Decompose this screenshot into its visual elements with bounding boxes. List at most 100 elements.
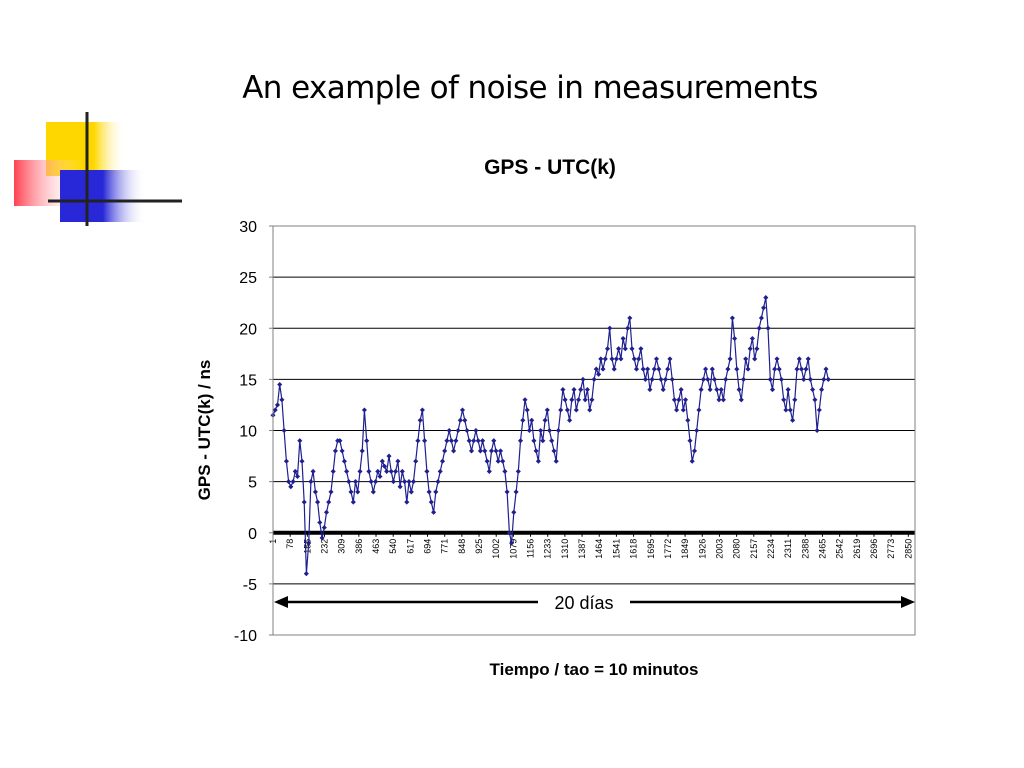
data-point xyxy=(593,366,599,372)
data-point xyxy=(618,356,624,362)
data-point xyxy=(540,438,546,444)
data-point xyxy=(453,438,459,444)
data-point xyxy=(691,448,698,454)
data-point xyxy=(745,366,751,372)
data-point xyxy=(504,489,510,495)
data-point xyxy=(312,489,318,495)
y-tick-label: 5 xyxy=(248,475,257,492)
data-point xyxy=(442,448,448,454)
data-point xyxy=(406,479,412,485)
data-point xyxy=(500,458,506,464)
data-point xyxy=(522,397,528,403)
data-point xyxy=(564,407,570,413)
x-tick-label: 386 xyxy=(354,539,364,554)
chart-title: GPS - UTC(k) xyxy=(484,156,616,179)
x-tick-label: 1541 xyxy=(611,539,621,559)
data-point xyxy=(502,468,508,474)
data-point xyxy=(682,397,689,403)
data-point xyxy=(732,335,738,342)
data-point xyxy=(288,484,294,490)
data-point xyxy=(560,387,566,393)
data-point xyxy=(569,397,575,403)
data-point xyxy=(538,427,544,434)
data-point xyxy=(611,366,617,372)
data-point xyxy=(604,346,611,352)
data-point xyxy=(763,295,769,301)
data-point xyxy=(404,499,410,505)
data-point xyxy=(428,499,434,505)
data-point xyxy=(368,479,374,485)
plot-area-frame xyxy=(272,225,916,636)
data-point xyxy=(772,366,778,372)
data-point xyxy=(575,397,582,403)
x-tick-label: 2157 xyxy=(749,539,759,559)
data-point xyxy=(600,366,606,372)
data-point xyxy=(471,438,477,444)
data-point xyxy=(350,499,356,505)
data-point xyxy=(812,397,818,403)
x-tick-label: 2542 xyxy=(835,539,845,559)
data-point xyxy=(794,366,800,372)
data-point xyxy=(337,438,343,444)
data-point xyxy=(359,448,365,454)
data-point xyxy=(589,397,595,403)
data-point xyxy=(390,479,396,485)
data-point xyxy=(370,489,376,495)
data-point xyxy=(493,448,499,454)
data-point xyxy=(488,448,495,454)
data-point xyxy=(725,366,731,372)
x-tick-label: 1618 xyxy=(629,539,639,559)
data-point xyxy=(480,438,486,444)
data-point xyxy=(346,479,352,485)
data-point xyxy=(642,376,648,382)
y-tick-label: 30 xyxy=(239,219,257,236)
data-point xyxy=(803,366,809,372)
data-point xyxy=(651,366,657,372)
x-tick-label: 2465 xyxy=(817,539,827,559)
data-point xyxy=(714,387,720,393)
data-point xyxy=(729,315,735,321)
data-point xyxy=(279,397,285,403)
data-point xyxy=(341,458,347,464)
data-point xyxy=(756,325,762,331)
data-point xyxy=(591,376,597,382)
data-point xyxy=(801,376,807,382)
data-point xyxy=(435,479,441,485)
data-point xyxy=(473,427,479,434)
x-axis-title: Tiempo / tao = 10 minutos xyxy=(490,660,699,679)
data-point xyxy=(754,346,760,352)
data-point xyxy=(567,417,573,423)
data-point xyxy=(578,387,584,393)
data-point xyxy=(723,376,729,382)
data-point xyxy=(455,427,461,434)
data-point xyxy=(776,366,782,372)
data-point xyxy=(781,397,787,403)
data-point xyxy=(640,366,646,372)
x-tick-label: 1387 xyxy=(577,539,587,559)
data-point xyxy=(437,468,443,474)
data-point xyxy=(622,346,628,352)
x-tick-label: 1310 xyxy=(560,539,570,559)
data-point xyxy=(388,468,394,474)
data-point xyxy=(321,525,327,531)
data-point xyxy=(546,427,553,434)
data-point xyxy=(466,438,472,444)
data-point xyxy=(444,438,450,444)
data-point xyxy=(665,366,671,372)
data-point xyxy=(689,458,695,464)
x-tick-label: 463 xyxy=(371,539,381,554)
data-point xyxy=(616,346,622,352)
data-point xyxy=(364,438,370,444)
data-point xyxy=(413,458,419,464)
data-point xyxy=(448,438,454,444)
data-point xyxy=(555,427,561,434)
data-point xyxy=(531,438,537,444)
data-point xyxy=(517,438,524,444)
data-point xyxy=(272,407,278,413)
data-point xyxy=(433,489,439,495)
data-point xyxy=(424,468,430,474)
y-tick-label: 10 xyxy=(239,424,257,441)
data-point xyxy=(497,448,504,454)
data-point xyxy=(582,397,588,403)
data-point xyxy=(451,448,457,454)
